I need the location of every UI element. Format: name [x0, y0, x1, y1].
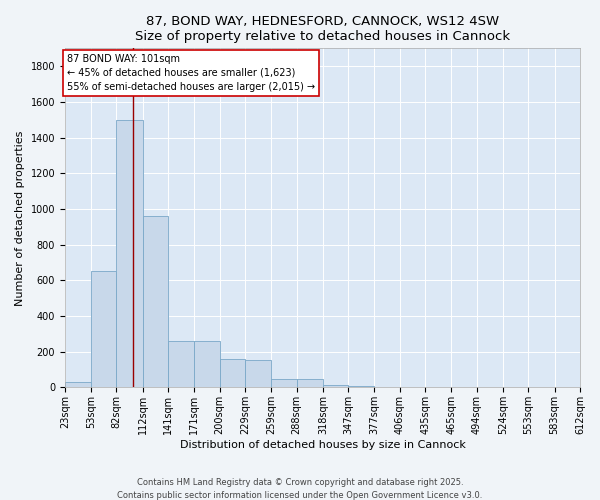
Text: 87 BOND WAY: 101sqm
← 45% of detached houses are smaller (1,623)
55% of semi-det: 87 BOND WAY: 101sqm ← 45% of detached ho… [67, 54, 315, 92]
Bar [271, 378, 296, 388]
Bar [425, 386, 451, 388]
Bar [348, 386, 374, 388]
Bar [65, 382, 91, 388]
Bar [503, 386, 529, 388]
Bar [194, 341, 220, 388]
Bar [168, 341, 194, 388]
Text: Contains HM Land Registry data © Crown copyright and database right 2025.
Contai: Contains HM Land Registry data © Crown c… [118, 478, 482, 500]
Y-axis label: Number of detached properties: Number of detached properties [15, 130, 25, 306]
Bar [554, 386, 580, 388]
Bar [245, 360, 271, 388]
Bar [400, 386, 425, 388]
Bar [220, 359, 245, 388]
Title: 87, BOND WAY, HEDNESFORD, CANNOCK, WS12 4SW
Size of property relative to detache: 87, BOND WAY, HEDNESFORD, CANNOCK, WS12 … [135, 15, 510, 43]
Bar [116, 120, 143, 388]
Bar [296, 378, 323, 388]
Bar [451, 386, 477, 388]
Bar [477, 386, 503, 388]
Bar [143, 216, 168, 388]
Bar [323, 385, 348, 388]
X-axis label: Distribution of detached houses by size in Cannock: Distribution of detached houses by size … [179, 440, 466, 450]
Bar [529, 386, 554, 388]
Bar [374, 386, 400, 388]
Bar [91, 272, 116, 388]
